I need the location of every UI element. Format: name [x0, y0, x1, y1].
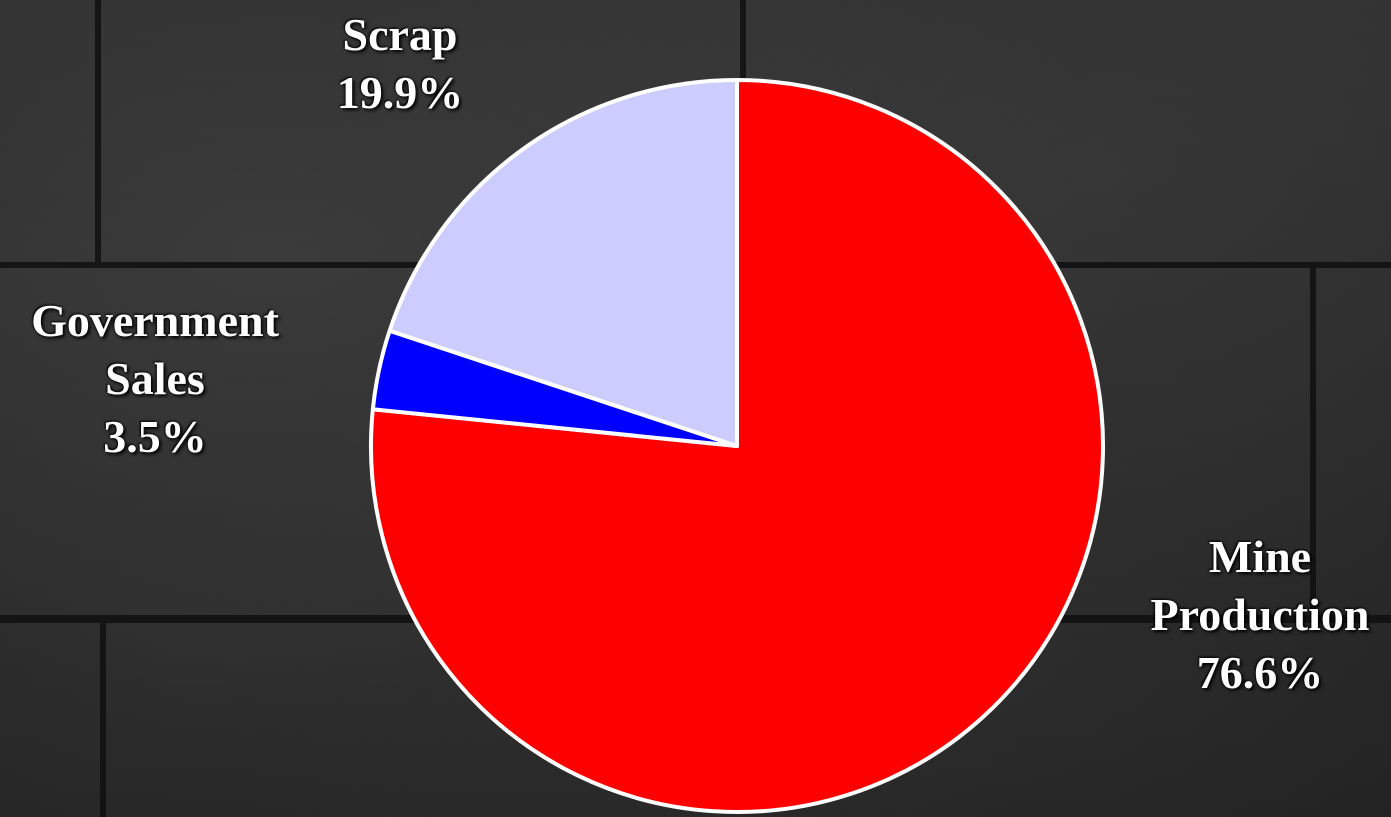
slice-label-line: Production	[1150, 589, 1370, 640]
slice-label-line: Scrap	[342, 9, 458, 60]
slice-label-line: Sales	[105, 353, 205, 404]
pie-slices	[369, 78, 1105, 814]
slice-value: 19.9%	[336, 67, 464, 118]
slice-label-mine-production: Mine Production 76.6%	[1130, 528, 1390, 702]
brick-seam	[95, 0, 101, 262]
slice-label-line: Mine	[1208, 531, 1312, 582]
slice-label-government-sales: Government Sales 3.5%	[5, 292, 305, 466]
pie-slice-scrap	[387, 78, 739, 448]
slice-label-line: Government	[31, 295, 279, 346]
brick-seam	[100, 623, 106, 817]
slice-value: 76.6%	[1196, 647, 1324, 698]
brick-seam	[1310, 268, 1316, 615]
brick-seam	[740, 0, 746, 80]
slice-value: 3.5%	[103, 411, 207, 462]
slice-label-scrap: Scrap 19.9%	[300, 6, 500, 122]
